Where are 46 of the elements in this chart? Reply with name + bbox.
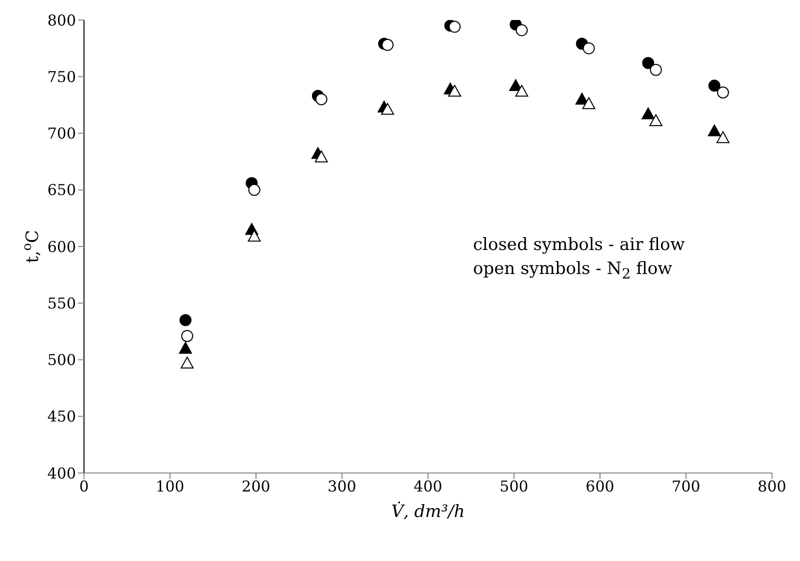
point	[649, 114, 662, 126]
y-tick-label: 750	[47, 68, 76, 86]
x-tick-label: 800	[758, 478, 786, 496]
point	[716, 86, 729, 98]
point	[180, 356, 194, 368]
point	[382, 38, 394, 51]
point	[575, 92, 588, 105]
point	[248, 184, 260, 196]
y-tick-label: 400	[47, 464, 76, 482]
point	[708, 80, 720, 92]
x-tick-label: 400	[414, 478, 442, 496]
point	[716, 131, 730, 144]
point	[515, 84, 528, 97]
point	[178, 342, 192, 354]
point	[582, 42, 595, 54]
point	[381, 102, 394, 115]
point	[248, 230, 261, 242]
x-tick-label: 600	[586, 478, 614, 496]
point	[582, 97, 596, 110]
x-tick-label: 100	[156, 478, 184, 496]
x-tick-label: 700	[672, 478, 700, 496]
y-tick-label: 500	[47, 351, 76, 370]
point	[315, 93, 328, 106]
x-tick-label: 0	[79, 478, 89, 496]
x-axis-title: V̇, dm³/h	[391, 500, 465, 522]
y-tick-label: 550	[47, 294, 76, 312]
x-tick-label: 500	[500, 478, 528, 496]
y-tick-label: 450	[47, 408, 76, 426]
point	[179, 314, 192, 326]
point	[708, 124, 721, 136]
point	[314, 150, 328, 162]
point	[448, 84, 462, 97]
annotation: closed symbols - air flow	[473, 234, 685, 257]
point	[642, 57, 654, 70]
point	[516, 24, 528, 36]
x-tick-label: 300	[328, 478, 356, 496]
point	[642, 108, 655, 120]
point	[181, 330, 194, 342]
y-tick-label: 800	[47, 11, 76, 30]
annotation: open symbols - N$_{2}$ flow	[473, 258, 674, 284]
point	[448, 20, 461, 33]
x-tick-label: 200	[242, 478, 270, 496]
y-tick-label: 700	[47, 124, 76, 143]
y-tick-label: 600	[47, 238, 76, 256]
y-tick-label: 650	[47, 181, 76, 200]
point	[509, 79, 522, 91]
